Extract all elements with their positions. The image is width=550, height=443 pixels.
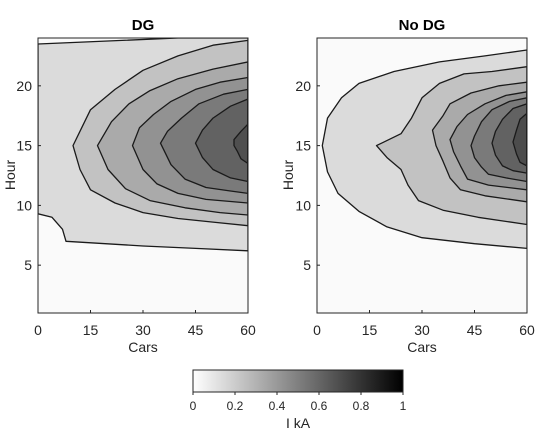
colorbar-label: I kA (286, 415, 311, 431)
y-tick-label: 10 (16, 197, 32, 213)
x-tick-label: 45 (188, 322, 204, 338)
contour-line (96, 61, 248, 216)
y-tick-label: 5 (303, 257, 311, 273)
x-tick-label: 60 (240, 322, 256, 338)
x-tick-label: 15 (362, 322, 378, 338)
y-tick-label: 15 (295, 138, 311, 154)
y-axis-label: Hour (280, 159, 296, 190)
contour-line (131, 76, 248, 204)
x-tick-label: 60 (519, 322, 535, 338)
x-tick-label: 45 (467, 322, 483, 338)
x-axis-label: Cars (128, 339, 158, 355)
y-tick-label: 10 (295, 197, 311, 213)
y-tick-label: 5 (24, 257, 32, 273)
contour-line (375, 66, 527, 226)
contour-line (72, 39, 248, 227)
contour-line (194, 98, 248, 183)
x-tick-label: 0 (313, 322, 321, 338)
contour-line (449, 91, 527, 191)
colorbar-tick-label: 0 (190, 399, 197, 413)
contour-region (234, 124, 248, 164)
colorbar-tick-label: 0.2 (227, 399, 244, 413)
colorbar-tick-label: 0.4 (269, 399, 286, 413)
panel-title: DG (132, 17, 155, 34)
colorbar-gradient (192, 369, 404, 393)
x-tick-label: 0 (34, 322, 42, 338)
y-tick-label: 20 (16, 78, 32, 94)
contour-line (491, 103, 527, 174)
x-ticks: 0 15 30 45 60 (34, 310, 256, 338)
colorbar: 0 0.2 0.4 0.6 0.8 1 I kA (190, 369, 407, 431)
colorbar-tick-label: 0.8 (353, 399, 370, 413)
panel-dg: DG 0 15 30 45 60 5 10 15 20 Cars Hour (2, 17, 256, 355)
y-ticks: 5 10 15 20 (16, 78, 41, 273)
panel-title: No DG (399, 17, 446, 34)
x-ticks: 0 15 30 45 60 (313, 310, 535, 338)
contour-lines (321, 49, 527, 250)
contour-line (38, 38, 248, 252)
y-axis-label: Hour (2, 159, 18, 190)
contour-region (195, 99, 248, 182)
contour-line (233, 123, 248, 165)
colorbar-tick-label: 1 (400, 399, 407, 413)
colorbar-ticks: 0 0.2 0.4 0.6 0.8 1 (190, 392, 407, 413)
contour-lines (38, 38, 248, 252)
contour-line (159, 88, 248, 195)
y-tick-label: 15 (16, 138, 32, 154)
x-tick-label: 30 (135, 322, 151, 338)
x-tick-label: 15 (83, 322, 99, 338)
y-tick-label: 20 (295, 78, 311, 94)
contour-line (470, 97, 527, 183)
contour-fills (38, 38, 248, 313)
contour-line (321, 49, 527, 250)
colorbar-tick-label: 0.6 (311, 399, 328, 413)
contour-line (512, 112, 527, 167)
contour-line (431, 81, 527, 203)
y-ticks: 5 10 15 20 (295, 78, 320, 273)
x-tick-label: 30 (414, 322, 430, 338)
x-axis-label: Cars (407, 339, 437, 355)
panel-no-dg: No DG 0 15 30 45 60 5 10 15 20 Cars Hour (280, 17, 535, 355)
